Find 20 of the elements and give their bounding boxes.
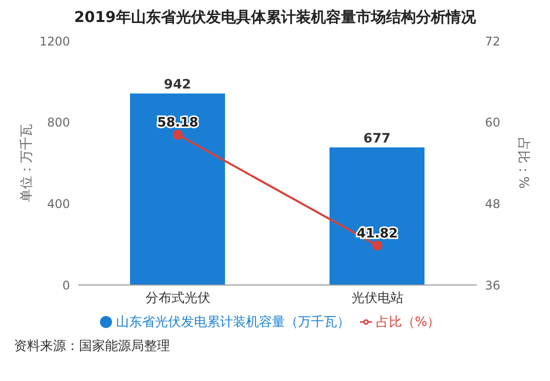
y-tick-label: 400 [47, 196, 70, 211]
y2-tick-label: 60 [485, 116, 500, 130]
x-tick-label: 光伏电站 [351, 291, 404, 306]
y2-tick-label: 36 [485, 278, 500, 292]
chart-title: 2019年山东省光伏发电具体累计装机容量市场结构分析情况 [73, 8, 477, 27]
y-tick-label: 800 [47, 116, 70, 130]
y2-axis-title: 占比：% [515, 137, 530, 189]
legend-label: 占比（%） [376, 315, 440, 330]
y-tick-label: 0 [62, 278, 70, 292]
y2-tick-label: 48 [485, 196, 500, 211]
y2-tick-label: 72 [485, 34, 500, 48]
data-label: 58.18 [157, 116, 198, 131]
data-label: 41.82 [356, 226, 398, 242]
data-label: 942 [164, 77, 192, 92]
text: 资料来源：国家能源局整理 [14, 338, 171, 355]
data-label: 677 [363, 131, 391, 146]
x-tick-label: 分布式光伏 [145, 291, 210, 306]
y-tick-label: 1200 [39, 34, 70, 48]
legend-label: 山东省光伏发电累计装机容量（万千瓦） [116, 315, 350, 330]
y-axis-title: 单位：万千瓦 [20, 124, 35, 202]
